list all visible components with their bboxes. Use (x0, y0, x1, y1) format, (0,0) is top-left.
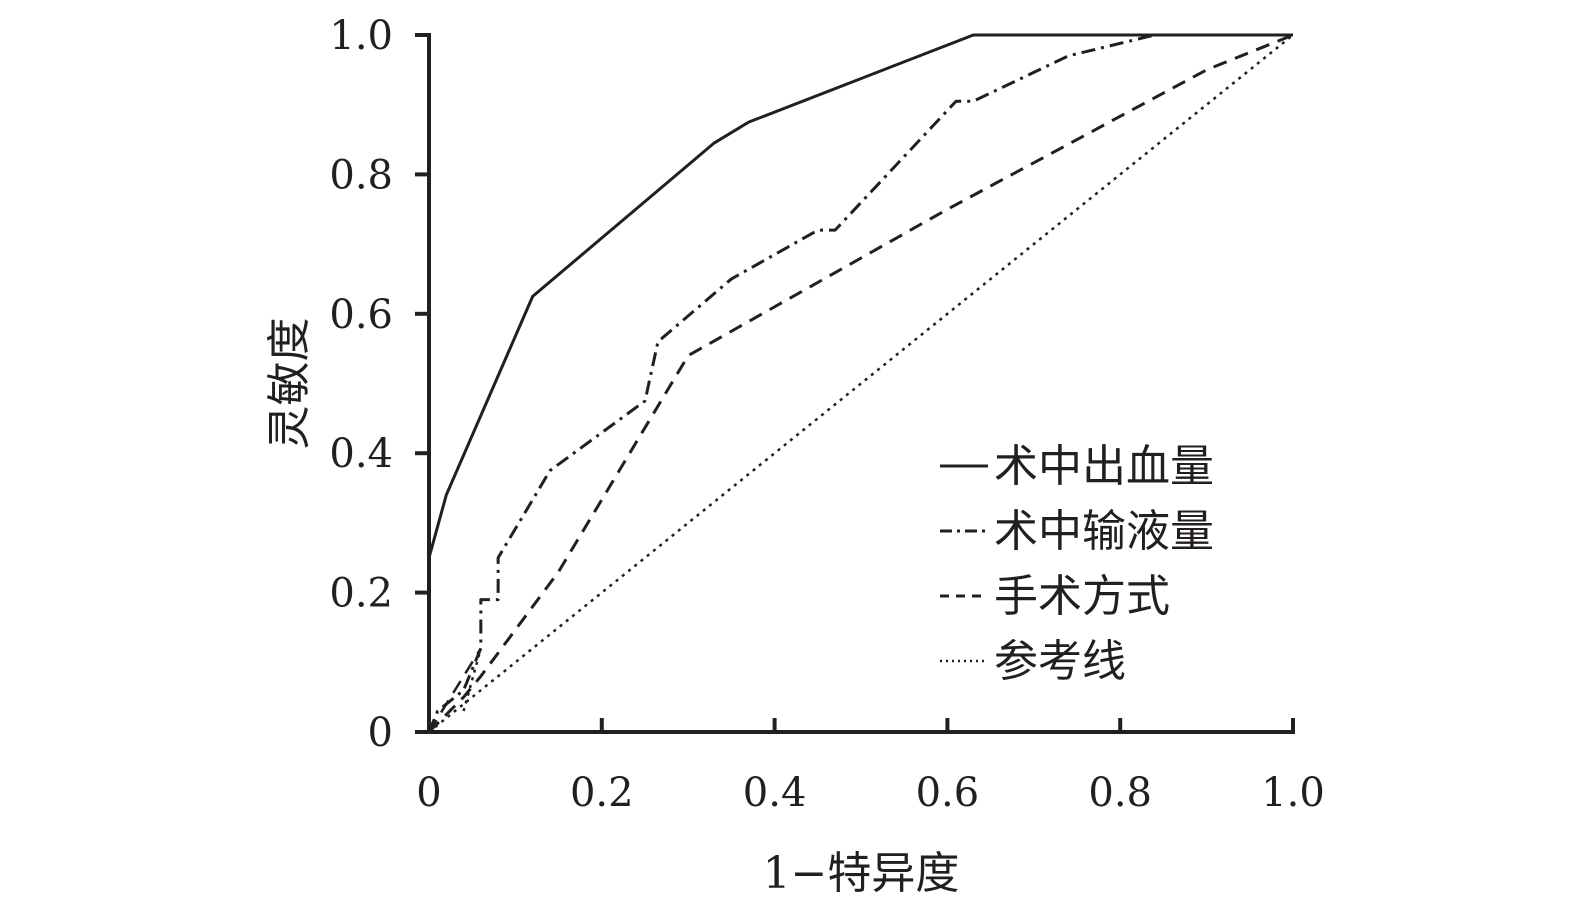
legend-label-0: 术中出血量 (994, 441, 1214, 492)
y-tick-label: 0 (368, 710, 393, 756)
y-tick-label: 0.2 (329, 571, 393, 617)
series-line-1-segment-0 (427, 647, 482, 733)
y-ticks: 0 0.2 0.4 0.6 0.8 1.0 (329, 13, 429, 756)
series-line-0 (427, 33, 1293, 559)
x-ticks: 0 0.2 0.4 0.6 0.8 1.0 (416, 718, 1325, 816)
series-line-1 (427, 33, 1293, 733)
legend-label-1: 术中输液量 (994, 506, 1214, 557)
y-tick-label: 0.6 (329, 292, 393, 338)
roc-curves (427, 33, 1294, 734)
x-tick-label: 0.6 (916, 770, 980, 816)
series-line-2 (427, 33, 1294, 734)
x-tick-label: 0.8 (1088, 770, 1152, 816)
y-tick-label: 1.0 (329, 13, 393, 59)
x-tick-label: 0 (416, 770, 441, 816)
y-axis-title: 灵敏度 (264, 318, 315, 450)
series-line-3 (428, 34, 1294, 733)
legend-label-2: 手术方式 (994, 571, 1170, 622)
x-tick-label: 0.2 (570, 770, 634, 816)
axes: 0 0.2 0.4 0.6 0.8 1.0 0 0.2 0.4 0.6 0.8 1.0 (329, 13, 1324, 816)
legend-label-3: 参考线 (994, 636, 1126, 687)
y-tick-label: 0.8 (329, 152, 393, 198)
y-tick-label: 0.4 (329, 431, 393, 477)
x-tick-label: 0.4 (743, 770, 807, 816)
x-axis-title: 1−特异度 (763, 848, 960, 899)
x-tick-label: 1.0 (1261, 770, 1325, 816)
